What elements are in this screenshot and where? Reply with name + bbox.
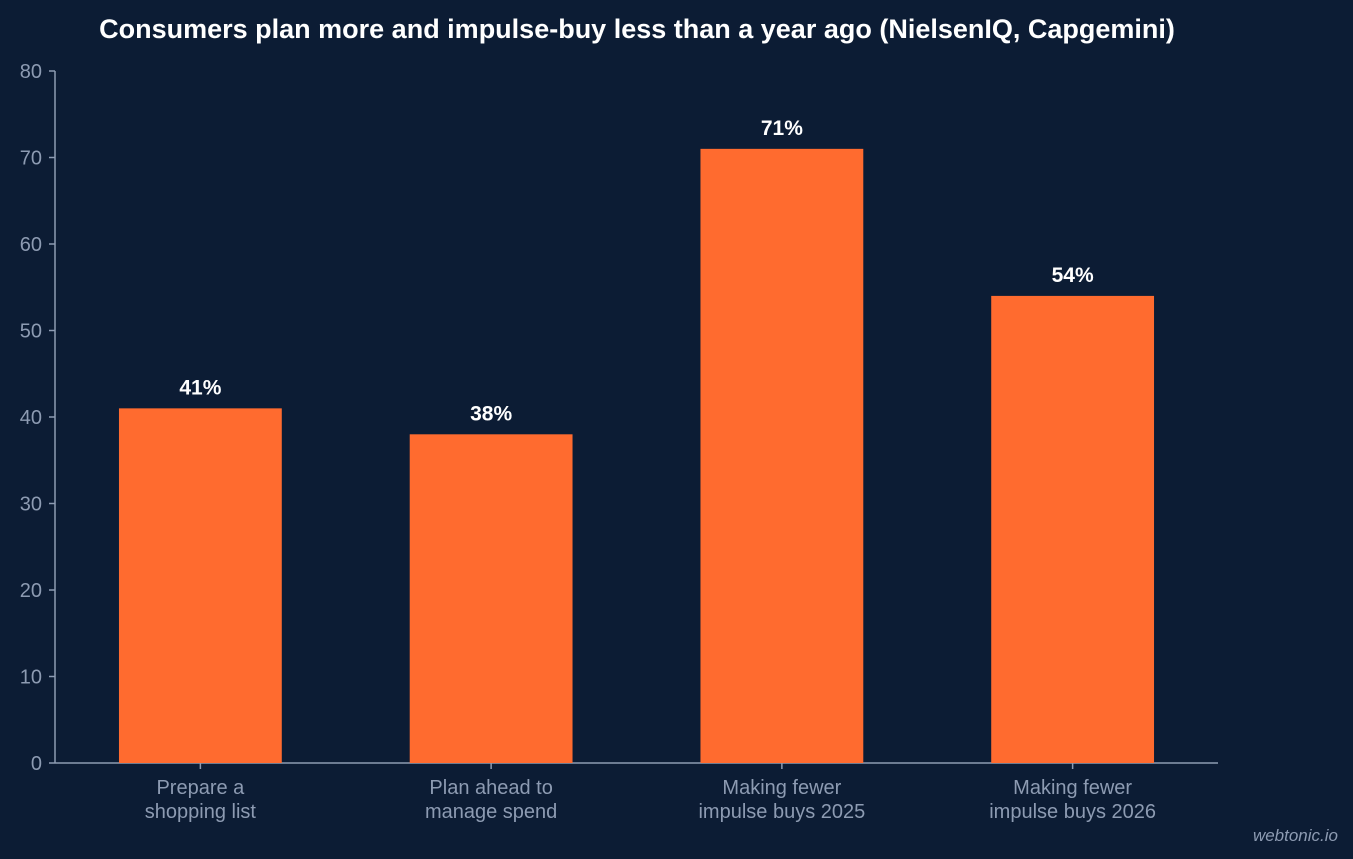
bar [409, 434, 573, 763]
bar [118, 408, 282, 763]
category-label: impulse buys 2026 [989, 801, 1156, 823]
category-label: shopping list [145, 801, 257, 823]
y-tick-label: 20 [20, 580, 42, 602]
category-label: impulse buys 2025 [698, 801, 865, 823]
y-tick-label: 30 [20, 494, 42, 516]
data-label: 38% [470, 402, 512, 425]
data-label: 54% [1052, 264, 1094, 287]
watermark: webtonic.io [1253, 826, 1338, 845]
y-tick-label: 10 [20, 667, 42, 689]
y-axis: 0 10 20 30 40 50 60 70 80 [20, 61, 56, 775]
bars [118, 148, 1155, 764]
category-label: manage spend [425, 801, 557, 823]
category-label: Prepare a [156, 777, 245, 799]
category-label: Making fewer [1013, 777, 1132, 799]
category-label: Making fewer [722, 777, 841, 799]
y-tick-label: 0 [31, 753, 42, 775]
x-axis [55, 762, 1218, 769]
y-tick-label: 80 [20, 61, 42, 83]
y-tick-label: 70 [20, 148, 42, 170]
data-labels: 41% 38% 71% 54% [179, 117, 1094, 425]
bar [700, 148, 864, 764]
y-tick-label: 40 [20, 407, 42, 429]
data-label: 41% [179, 376, 221, 399]
data-label: 71% [761, 117, 803, 140]
y-tick-label: 50 [20, 321, 42, 343]
bar [991, 295, 1155, 763]
category-label: Plan ahead to [429, 777, 552, 799]
chart-title: Consumers plan more and impulse-buy less… [99, 14, 1175, 44]
y-tick-label: 60 [20, 234, 42, 256]
